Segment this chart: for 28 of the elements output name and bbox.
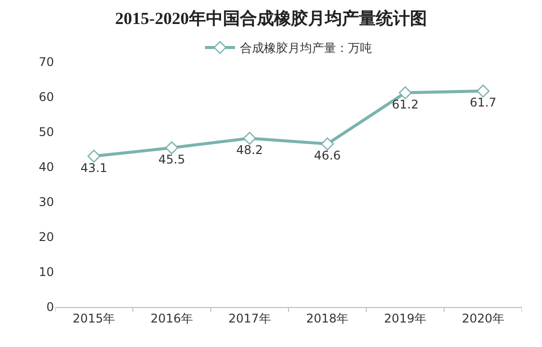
point bbox=[476, 84, 490, 98]
y-tick-label: 60 bbox=[38, 90, 54, 104]
x-tick-label: 2015年 bbox=[72, 311, 116, 326]
x-tick-label: 2018年 bbox=[306, 311, 349, 326]
chart-title: 2015-2020年中国合成橡胶月均产量统计图 bbox=[115, 9, 427, 28]
point bbox=[320, 137, 334, 150]
x-tick-label: 2019年 bbox=[384, 311, 427, 326]
x-tick-label: 2016年 bbox=[150, 311, 194, 326]
x-tick-label: 2020年 bbox=[462, 311, 504, 326]
data-label: 48.2 bbox=[236, 142, 263, 157]
x-tick-label: 2017年 bbox=[228, 311, 271, 326]
y-tick-label: 20 bbox=[38, 230, 54, 244]
data-label: 61.7 bbox=[470, 96, 496, 110]
data-label: 46.6 bbox=[314, 148, 341, 163]
y-tick-label: 10 bbox=[38, 265, 54, 280]
data-label: 61.2 bbox=[392, 97, 419, 112]
y-tick-label: 70 bbox=[38, 55, 54, 70]
y-tick-label: 0 bbox=[46, 300, 54, 314]
data-label: 43.1 bbox=[80, 160, 108, 175]
y-tick-label: 50 bbox=[38, 125, 54, 140]
y-tick-label: 40 bbox=[38, 160, 54, 174]
point bbox=[243, 132, 256, 145]
point bbox=[87, 150, 100, 163]
point bbox=[165, 141, 178, 154]
data-label: 45.5 bbox=[158, 152, 186, 166]
y-tick-label: 30 bbox=[38, 195, 54, 210]
legend-label: 合成橡胶月均产量：万吨 bbox=[240, 41, 372, 56]
point bbox=[398, 86, 412, 100]
